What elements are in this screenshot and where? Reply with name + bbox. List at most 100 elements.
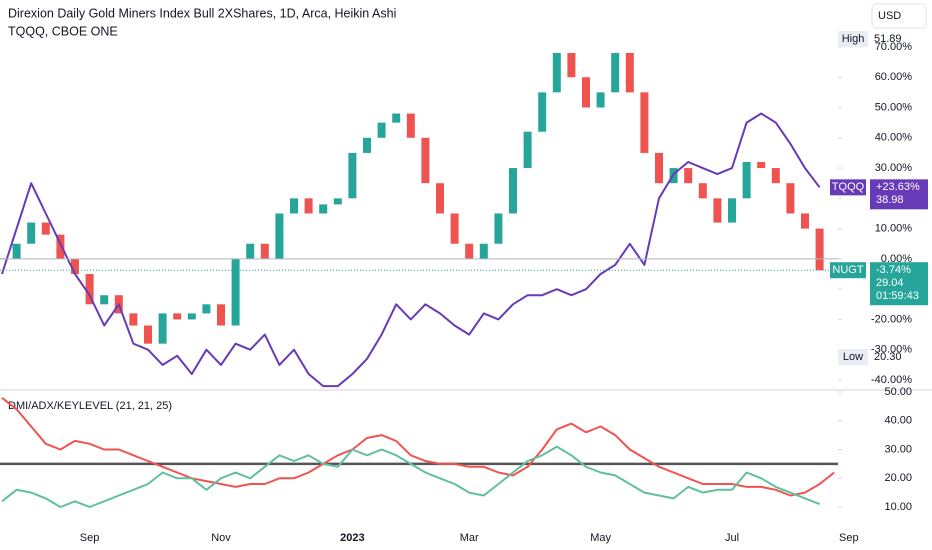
y-tick-label: 20.00 (884, 472, 912, 484)
candle (552, 52, 561, 93)
candle (611, 52, 620, 93)
series-line (1, 112, 821, 388)
candle (333, 198, 342, 205)
candle (479, 243, 488, 259)
badge-name-bg (830, 179, 866, 196)
badge-name-bg (830, 262, 866, 279)
y-tick-label: 0.00% (881, 253, 912, 265)
badge-bg (870, 179, 928, 210)
candle (465, 243, 474, 259)
candle (363, 137, 371, 153)
badge-change: +23.63% (876, 181, 920, 193)
candle (144, 325, 152, 344)
candle (41, 222, 50, 235)
badge-price: 29.04 (876, 277, 904, 289)
x-tick-label: 2023 (340, 532, 364, 544)
y-tick-label: 40.00 (884, 415, 912, 427)
candle (260, 243, 269, 259)
series-line (1, 445, 820, 508)
x-tick-label: May (590, 532, 611, 544)
x-tick-label: Mar (460, 532, 479, 544)
chart-title: Direxion Daily Gold Miners Index Bull 2X… (8, 6, 396, 20)
candle (100, 295, 109, 305)
candle (27, 222, 36, 244)
candle (246, 243, 255, 259)
candle (319, 204, 328, 214)
high-label: High (842, 33, 865, 45)
candle (12, 243, 21, 259)
candle (523, 131, 532, 169)
candle (129, 313, 138, 326)
candle (801, 213, 809, 229)
candle (567, 52, 576, 78)
candle (290, 198, 298, 214)
badge-name: NUGT (832, 264, 863, 276)
candle (377, 122, 386, 138)
high-value: 51.89 (874, 33, 902, 45)
y-tick-label: 60.00% (875, 71, 913, 83)
low-value: 20.30 (874, 351, 902, 363)
badge-price: 38.98 (876, 194, 904, 206)
y-tick-label: 30.00 (884, 443, 912, 455)
x-tick-label: Nov (211, 532, 231, 544)
candle (202, 304, 211, 314)
badge-name: TQQQ (832, 181, 865, 193)
candle (757, 161, 766, 169)
candle (71, 258, 79, 275)
currency-label[interactable]: USD (878, 10, 901, 22)
candle (173, 313, 182, 320)
y-tick-label: 40.00% (875, 132, 913, 144)
badge-change: -3.74% (876, 264, 911, 276)
candle (450, 213, 459, 244)
chart-subtitle: TQQQ, CBOE ONE (8, 24, 118, 38)
candle (596, 92, 605, 108)
candle (217, 304, 225, 326)
y-tick-label: -30.00% (871, 344, 912, 356)
x-tick-label: Jul (725, 532, 739, 544)
candle (698, 183, 707, 199)
candle (56, 234, 65, 259)
candle (582, 77, 590, 108)
candle (304, 198, 313, 214)
y-tick-label: 50.00% (875, 101, 913, 113)
candle (655, 152, 663, 184)
candle (421, 137, 430, 184)
candle (509, 168, 517, 214)
y-tick-label: 10.00 (884, 501, 912, 513)
x-tick-label: Sep (839, 532, 859, 544)
candle (742, 161, 751, 199)
candle (728, 198, 736, 223)
candle (231, 258, 240, 326)
candle (538, 92, 547, 132)
candle (436, 183, 444, 214)
currency-button[interactable] (871, 3, 927, 29)
candle (640, 92, 649, 153)
y-tick-label: 10.00% (875, 223, 913, 235)
high-label-bg (838, 31, 868, 47)
y-tick-label: 30.00% (875, 162, 913, 174)
y-tick-label: -20.00% (871, 313, 912, 325)
candle (392, 113, 401, 123)
candle (771, 168, 780, 184)
badge-countdown: 01:59:43 (876, 290, 919, 302)
badge-bg (870, 262, 928, 306)
candle (158, 313, 167, 344)
x-tick-label: Sep (80, 532, 100, 544)
candle (406, 113, 415, 138)
indicator-title: DMI/ADX/KEYLEVEL (21, 21, 25) (8, 400, 172, 412)
series-line (1, 397, 835, 497)
candle (786, 183, 795, 214)
low-label-bg (838, 349, 868, 365)
candle (85, 274, 94, 305)
y-tick-label: 70.00% (875, 41, 913, 53)
low-label: Low (843, 351, 863, 363)
candle (815, 228, 824, 271)
candle (625, 52, 634, 93)
candle (348, 152, 357, 199)
candle (684, 168, 693, 184)
candle (494, 213, 503, 244)
y-tick-label: 50.00 (884, 386, 912, 398)
candle (275, 213, 284, 259)
